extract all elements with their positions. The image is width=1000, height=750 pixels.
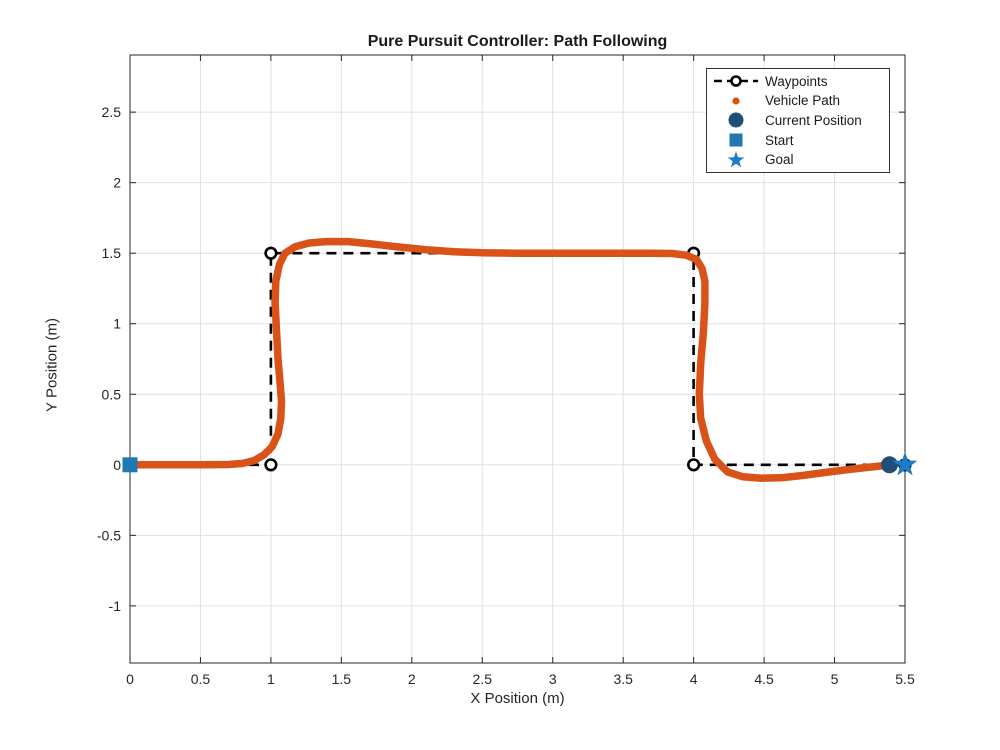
legend-item-waypoints: Waypoints (707, 72, 889, 91)
legend: Waypoints Vehicle Path Current Position (706, 68, 890, 173)
y-tick-label: -0.5 (97, 527, 121, 543)
legend-item-current-position: Current Position (707, 111, 889, 130)
y-tick-label: 0 (113, 457, 121, 473)
y-tick-label: 1.5 (102, 245, 122, 261)
x-tick-label: 2 (408, 671, 416, 687)
dot-icon (707, 92, 765, 110)
x-axis-label: X Position (m) (470, 690, 565, 707)
filled-square-icon (707, 131, 765, 149)
current-position-marker (881, 456, 898, 474)
vehicle-path (126, 237, 894, 482)
x-tick-label: 0 (126, 671, 134, 687)
legend-item-vehicle-path: Vehicle Path (707, 91, 889, 110)
dashed-line-open-circle-icon (707, 72, 765, 90)
legend-label: Goal (765, 152, 794, 168)
axes-box (129, 54, 906, 664)
x-tick-label: 4.5 (754, 671, 774, 687)
legend-item-start: Start (707, 131, 889, 150)
waypoint-marker (264, 458, 278, 472)
waypoint-marker (687, 458, 701, 472)
legend-label: Vehicle Path (765, 93, 841, 109)
waypoint-marker (264, 246, 278, 260)
star-icon (707, 151, 765, 169)
x-tick-label: 0.5 (191, 671, 211, 687)
waypoints-line (130, 251, 905, 467)
y-tick-label: 2 (113, 175, 121, 191)
x-tick-label: 4 (690, 671, 698, 687)
x-tick-label: 2.5 (473, 671, 493, 687)
legend-label: Start (765, 132, 794, 148)
x-tick-label: 1 (267, 671, 275, 687)
y-axis-label: Y Position (m) (43, 318, 61, 412)
legend-item-goal: Goal (707, 150, 889, 169)
legend-label: Waypoints (765, 73, 828, 89)
x-tick-label: 1.5 (332, 671, 352, 687)
x-tick-label: 5.5 (895, 671, 915, 687)
filled-circle-icon (707, 111, 765, 129)
x-tick-label: 5 (831, 671, 839, 687)
y-tick-label: 1 (113, 316, 121, 332)
legend-label: Current Position (765, 112, 862, 128)
goal-marker (892, 451, 918, 476)
y-tick-label: -1 (109, 598, 122, 614)
x-tick-label: 3.5 (613, 671, 633, 687)
y-tick-label: 2.5 (102, 104, 122, 120)
y-tick-label: 0.5 (102, 386, 122, 402)
plot-title: Pure Pursuit Controller: Path Following (367, 33, 668, 50)
start-marker (122, 457, 138, 473)
x-tick-label: 3 (549, 671, 557, 687)
